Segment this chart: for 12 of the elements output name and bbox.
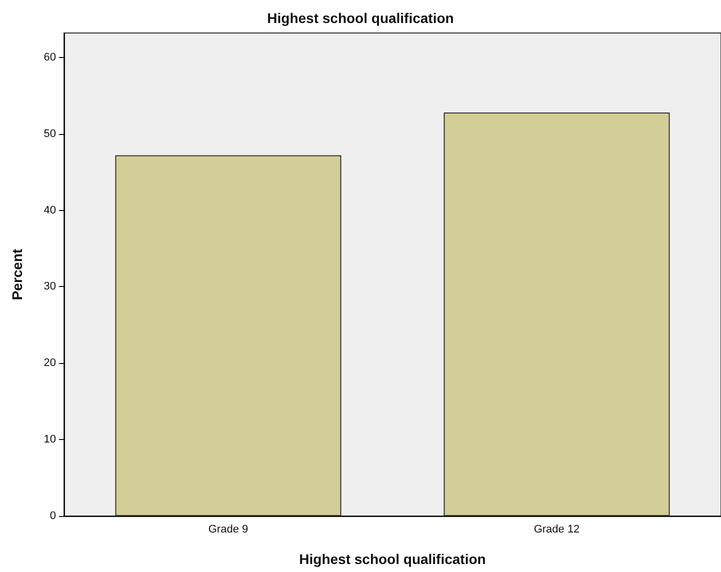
- x-tick-label: Grade 12: [534, 524, 580, 536]
- y-tick-label: 50: [44, 128, 56, 140]
- chart-title: Highest school qualification: [267, 10, 454, 26]
- x-axis-title: Highest school qualification: [299, 551, 486, 567]
- y-axis-title: Percent: [9, 248, 25, 300]
- y-tick-label: 10: [44, 434, 56, 446]
- x-tick-label: Grade 9: [208, 524, 248, 536]
- y-tick-label: 30: [44, 280, 56, 293]
- y-tick-label: 40: [44, 204, 56, 216]
- y-tick-label: 0: [50, 510, 56, 522]
- y-tick-label: 20: [44, 357, 56, 370]
- y-tick-label: 60: [44, 51, 56, 64]
